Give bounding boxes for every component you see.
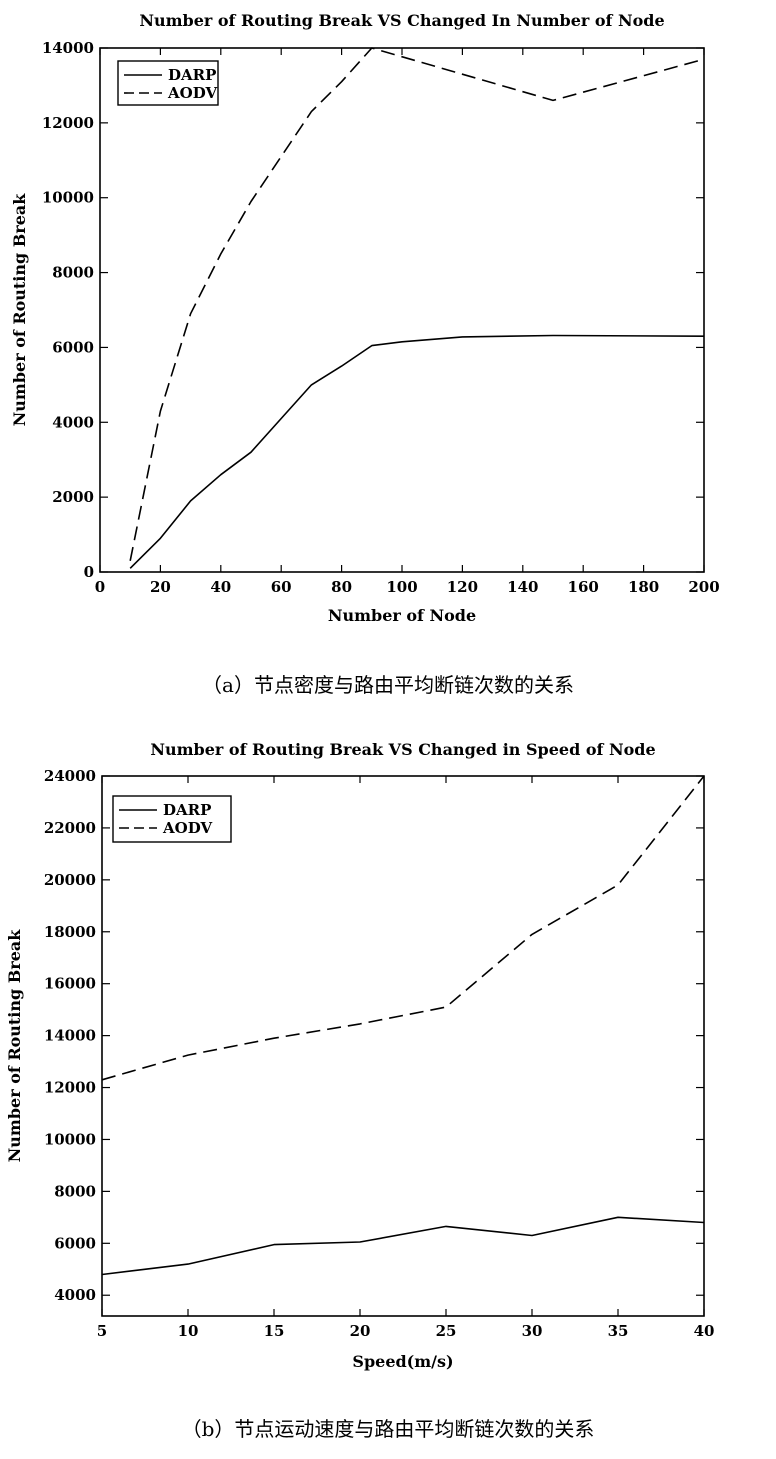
x-tick-label: 25: [436, 1322, 457, 1340]
x-tick-label: 140: [507, 578, 538, 596]
x-tick-label: 60: [271, 578, 292, 596]
x-tick-label: 20: [350, 1322, 371, 1340]
x-tick-label: 15: [264, 1322, 285, 1340]
y-tick-label: 12000: [42, 114, 94, 132]
plot-frame: [101, 775, 705, 1317]
y-tick-label: 24000: [44, 767, 96, 785]
legend-box: [117, 60, 219, 106]
x-tick-label: 180: [628, 578, 659, 596]
chart-title: Number of Routing Break VS Changed in Sp…: [150, 740, 655, 759]
x-tick-label: 40: [694, 1322, 715, 1340]
y-tick-label: 18000: [44, 923, 96, 941]
y-tick-label: 6000: [54, 1234, 96, 1252]
x-tick-label: 20: [150, 578, 171, 596]
series-line-darp: [101, 1216, 705, 1276]
legend-label-darp: DARP: [163, 801, 211, 819]
y-tick-label: 10000: [42, 189, 94, 207]
y-axis-label: Number of Routing Break: [10, 193, 29, 427]
y-tick-label: 22000: [44, 819, 96, 837]
y-tick-label: 0: [84, 563, 94, 581]
x-tick-label: 35: [608, 1322, 629, 1340]
y-tick-label: 20000: [44, 871, 96, 889]
x-tick-label: 30: [522, 1322, 543, 1340]
x-tick-label: 0: [95, 578, 105, 596]
figure-caption: （a）节点密度与路由平均断链次数的关系: [202, 673, 574, 697]
x-tick-label: 40: [210, 578, 231, 596]
x-tick-label: 80: [331, 578, 352, 596]
series-line-aodv: [101, 775, 705, 1081]
y-tick-label: 14000: [42, 39, 94, 57]
legend-label-aodv: AODV: [167, 84, 217, 102]
legend-label-aodv: AODV: [162, 819, 212, 837]
legend-label-darp: DARP: [168, 66, 216, 84]
y-tick-label: 16000: [44, 975, 96, 993]
y-tick-label: 4000: [52, 413, 94, 431]
y-tick-label: 4000: [54, 1286, 96, 1304]
y-tick-label: 14000: [44, 1027, 96, 1045]
chart-title: Number of Routing Break VS Changed In Nu…: [139, 11, 664, 30]
legend-box: [112, 795, 232, 843]
x-tick-label: 160: [568, 578, 599, 596]
y-tick-label: 2000: [52, 488, 94, 506]
x-tick-label: 200: [688, 578, 719, 596]
figure-caption: （b）节点运动速度与路由平均断链次数的关系: [182, 1417, 595, 1441]
y-axis-label: Number of Routing Break: [5, 929, 24, 1163]
series-line-aodv: [129, 47, 705, 561]
y-tick-label: 6000: [52, 338, 94, 356]
y-tick-label: 10000: [44, 1130, 96, 1148]
x-tick-label: 5: [97, 1322, 107, 1340]
y-tick-label: 8000: [52, 264, 94, 282]
x-tick-label: 100: [386, 578, 417, 596]
x-axis-label: Number of Node: [328, 606, 476, 625]
y-tick-label: 12000: [44, 1079, 96, 1097]
series-line-darp: [129, 334, 705, 569]
x-tick-label: 10: [178, 1322, 199, 1340]
x-tick-label: 120: [447, 578, 478, 596]
y-tick-label: 8000: [54, 1182, 96, 1200]
x-axis-label: Speed(m/s): [352, 1352, 453, 1371]
